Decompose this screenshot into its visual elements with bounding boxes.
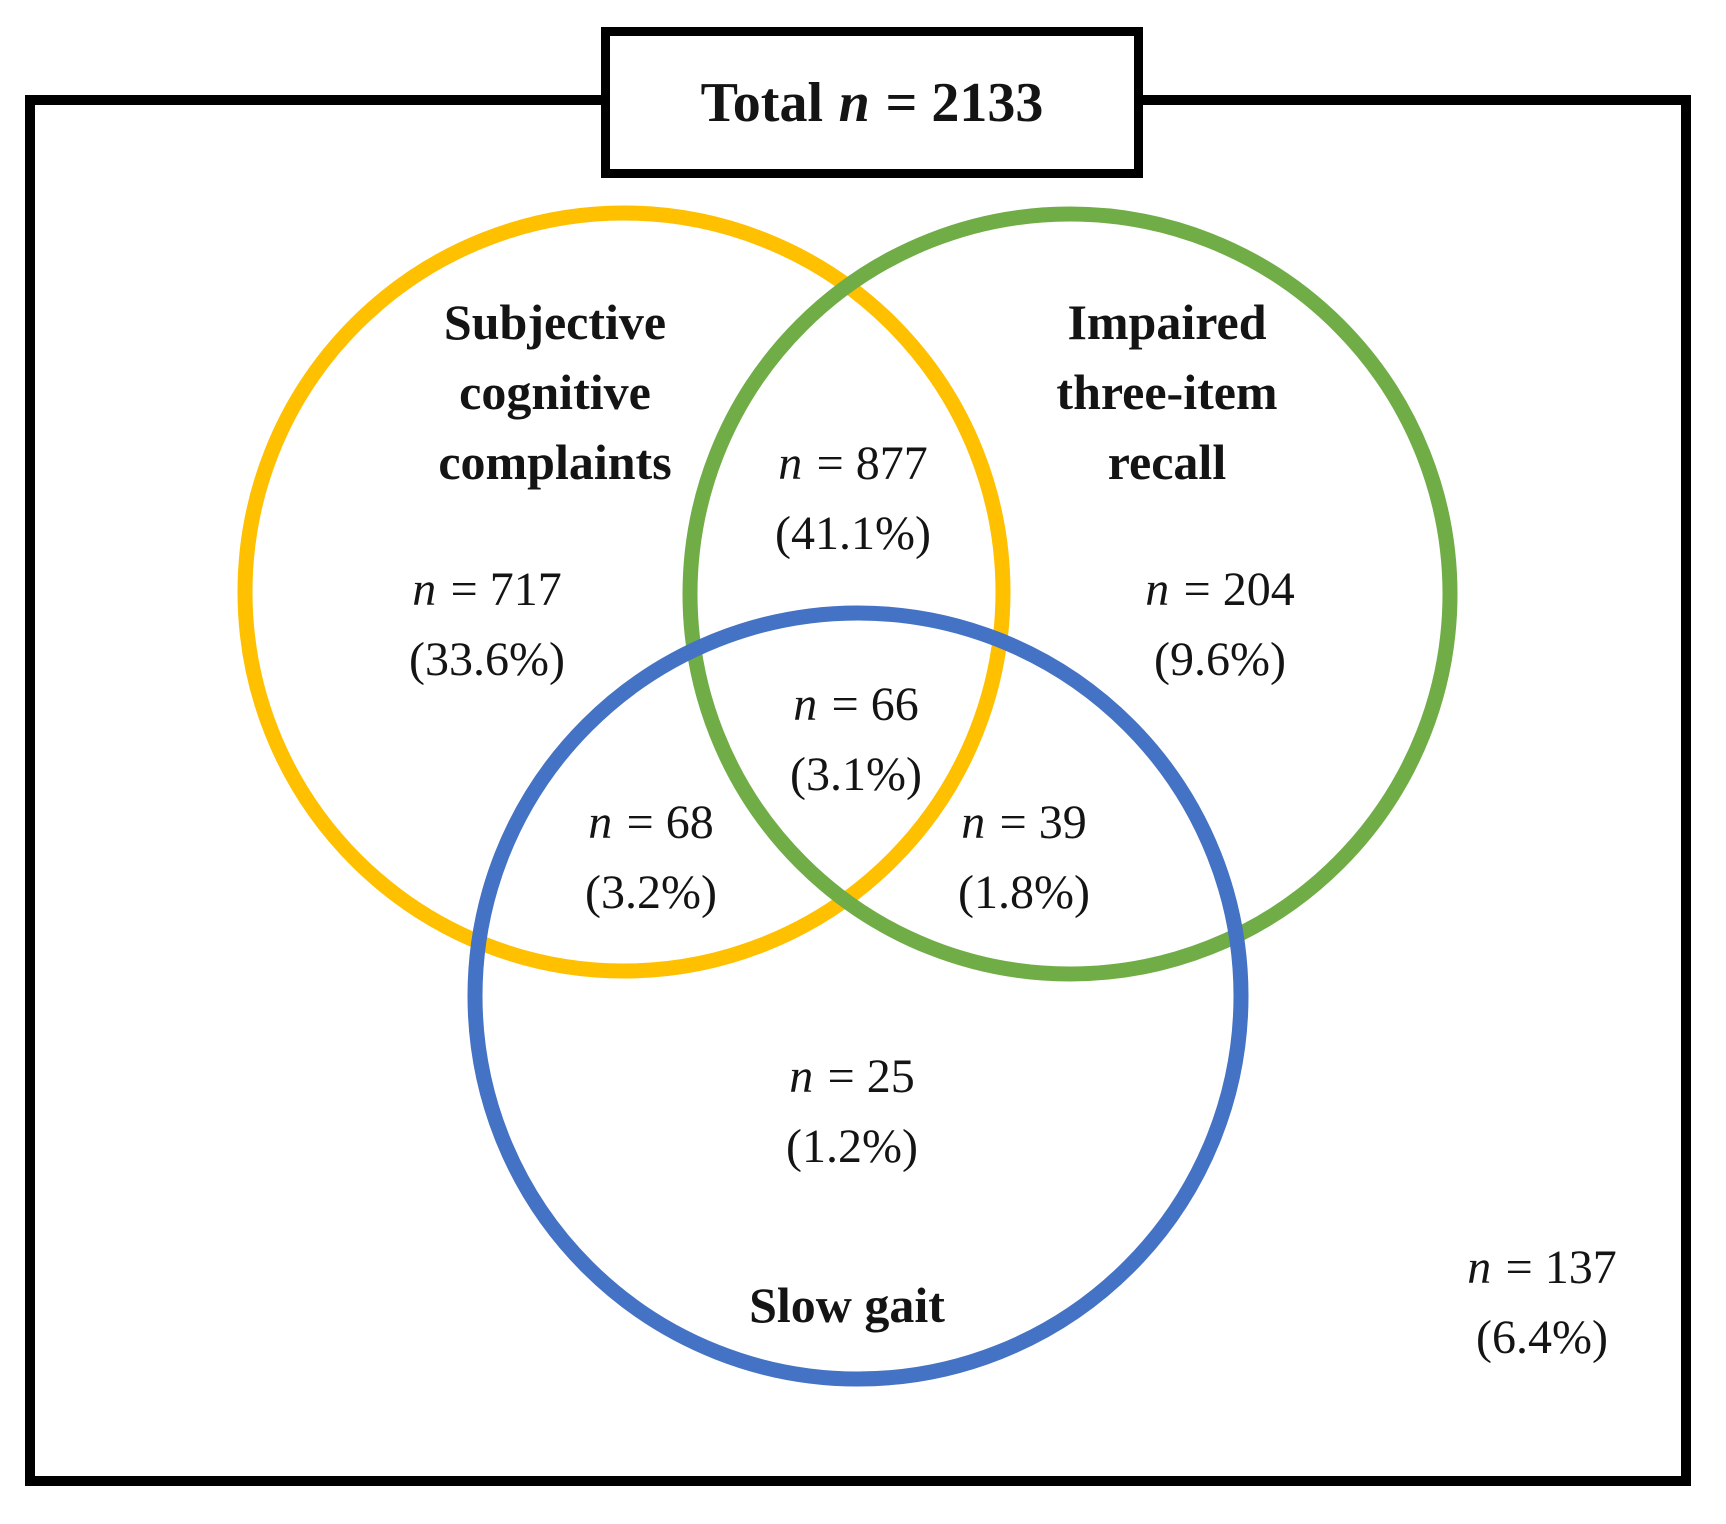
set-label-line: Impaired [1067, 294, 1267, 350]
count-value: = 204 [1183, 563, 1295, 616]
stat-outside-all-sets: n = 137 (6.4%) [1467, 1233, 1616, 1373]
stat-count-line: n = 39 [958, 788, 1090, 858]
stat-count-line: n = 68 [585, 788, 717, 858]
n-symbol: n [1467, 1241, 1492, 1294]
n-symbol: n [588, 796, 613, 849]
count-value: = 877 [816, 437, 928, 490]
set-label-subjective-cognitive-complaints: Subjective cognitive complaints [438, 287, 671, 497]
stat-count-line: n = 204 [1145, 555, 1294, 625]
stat-pct-line: (6.4%) [1476, 1311, 1608, 1364]
count-value: = 68 [626, 796, 714, 849]
stat-gait-only: n = 25 (1.2%) [786, 1042, 918, 1182]
stat-all-three-overlap: n = 66 (3.1%) [790, 670, 922, 810]
stat-pct-line: (3.2%) [585, 866, 717, 919]
title-value: = 2133 [885, 71, 1044, 134]
stat-count-line: n = 66 [790, 670, 922, 740]
set-label-line: Subjective [443, 294, 667, 350]
stat-pct-line: (1.8%) [958, 866, 1090, 919]
n-symbol: n [789, 1050, 814, 1103]
stat-scc-recall-overlap: n = 877 (41.1%) [775, 429, 931, 569]
n-symbol: n [1145, 563, 1170, 616]
stat-count-line: n = 717 [409, 555, 565, 625]
set-label-impaired-three-item-recall: Impaired three-item recall [1056, 287, 1277, 497]
circle-impaired-three-item-recall [682, 206, 1458, 982]
stat-scc-only: n = 717 (33.6%) [409, 555, 565, 695]
stat-count-line: n = 877 [775, 429, 931, 499]
set-label-line: Slow gait [749, 1277, 945, 1333]
n-symbol: n [412, 563, 437, 616]
set-label-line: cognitive [459, 364, 651, 420]
circle-subjective-cognitive-complaints [237, 205, 1011, 979]
set-label-slow-gait: Slow gait [749, 1270, 945, 1340]
title-n-symbol: n [838, 71, 870, 134]
n-symbol: n [961, 796, 986, 849]
title-text: Total n = 2133 [701, 71, 1044, 135]
n-symbol: n [793, 678, 818, 731]
stat-pct-line: (9.6%) [1154, 633, 1286, 686]
title-word: Total [700, 71, 823, 134]
stat-recall-gait-overlap: n = 39 (1.8%) [958, 788, 1090, 928]
title-box: Total n = 2133 [601, 27, 1143, 178]
stat-count-line: n = 137 [1467, 1233, 1616, 1303]
count-value: = 39 [999, 796, 1087, 849]
stat-recall-only: n = 204 (9.6%) [1145, 555, 1294, 695]
stat-count-line: n = 25 [786, 1042, 918, 1112]
stat-pct-line: (33.6%) [409, 633, 565, 686]
set-label-line: recall [1107, 434, 1227, 490]
set-label-line: three-item [1056, 364, 1278, 420]
stat-pct-line: (3.1%) [790, 748, 922, 801]
stat-pct-line: (1.2%) [786, 1120, 918, 1173]
count-value: = 66 [831, 678, 919, 731]
stat-pct-line: (41.1%) [775, 507, 931, 560]
count-value: = 137 [1505, 1241, 1617, 1294]
n-symbol: n [778, 437, 803, 490]
set-label-line: complaints [438, 434, 672, 490]
count-value: = 717 [450, 563, 562, 616]
stat-scc-gait-overlap: n = 68 (3.2%) [585, 788, 717, 928]
count-value: = 25 [827, 1050, 915, 1103]
circle-slow-gait [467, 605, 1249, 1387]
